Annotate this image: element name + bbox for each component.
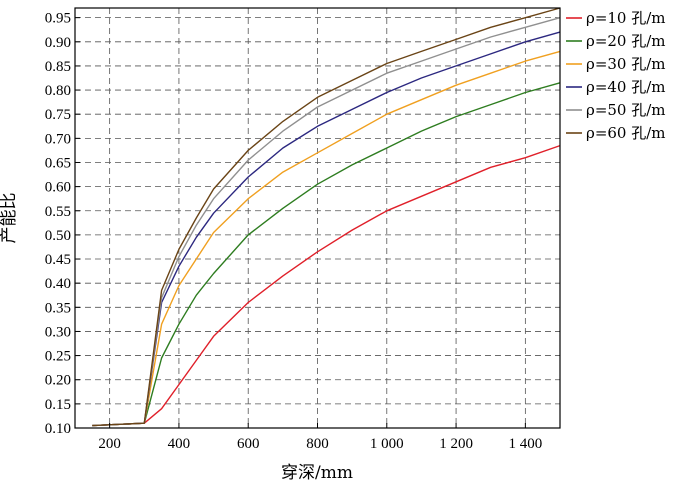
series-lines — [92, 7, 561, 427]
x-tick-label: 600 — [237, 436, 260, 452]
series-line-2 — [92, 82, 561, 427]
y-tick-label: 0.70 — [45, 131, 71, 147]
y-tick-label: 0.55 — [45, 204, 71, 220]
y-tick-label: 0.35 — [45, 300, 71, 316]
series-line-4 — [92, 31, 561, 427]
y-axis-title: 产能比 — [0, 193, 19, 244]
y-tick-label: 0.15 — [45, 397, 71, 413]
y-tick-label: 0.20 — [45, 373, 71, 389]
series-line-6 — [92, 7, 561, 427]
y-tick-label: 0.85 — [45, 59, 71, 75]
y-tick-label: 0.30 — [45, 324, 71, 340]
y-tick-label: 0.90 — [45, 35, 71, 51]
x-tick-label: 1 200 — [439, 436, 473, 452]
y-tick-label: 0.95 — [45, 11, 71, 27]
y-tick-label: 0.65 — [45, 155, 71, 171]
y-tick-label: 0.10 — [45, 421, 71, 437]
grid-lines — [75, 8, 560, 429]
x-tick-label: 1 000 — [370, 436, 404, 452]
x-axis-ticks: 200 400 600 800 1 000 1 200 1 400 — [98, 423, 542, 452]
series-line-1 — [92, 144, 561, 427]
legend: ρ=10 孔/m ρ=20 孔/m ρ=30 孔/m ρ=40 孔/m ρ=50 孔/m… — [566, 9, 666, 142]
legend-label-2: ρ=20 孔/m — [586, 32, 666, 50]
x-tick-label: 800 — [306, 436, 329, 452]
legend-label-6: ρ=60 孔/m — [586, 124, 666, 142]
y-tick-label: 0.60 — [45, 180, 71, 196]
legend-label-5: ρ=50 孔/m — [586, 101, 666, 119]
y-tick-label: 0.25 — [45, 349, 71, 365]
series-line-3 — [92, 50, 561, 427]
legend-label-1: ρ=10 孔/m — [586, 9, 666, 27]
y-tick-label: 0.75 — [45, 107, 71, 123]
x-tick-label: 400 — [168, 436, 191, 452]
y-tick-label: 0.40 — [45, 276, 71, 292]
legend-label-4: ρ=40 孔/m — [586, 78, 666, 96]
y-tick-label: 0.80 — [45, 83, 71, 99]
x-axis-title: 穿深/mm — [281, 463, 353, 483]
y-tick-label: 0.50 — [45, 228, 71, 244]
x-tick-label: 1 400 — [508, 436, 542, 452]
legend-label-3: ρ=30 孔/m — [586, 55, 666, 73]
x-tick-label: 200 — [98, 436, 121, 452]
y-axis-ticks: 0.10 0.15 0.20 0.25 0.30 0.35 0.40 0.45 0.50 0.55… — [45, 11, 80, 437]
series-line-5 — [92, 17, 561, 427]
y-tick-label: 0.45 — [45, 252, 71, 268]
